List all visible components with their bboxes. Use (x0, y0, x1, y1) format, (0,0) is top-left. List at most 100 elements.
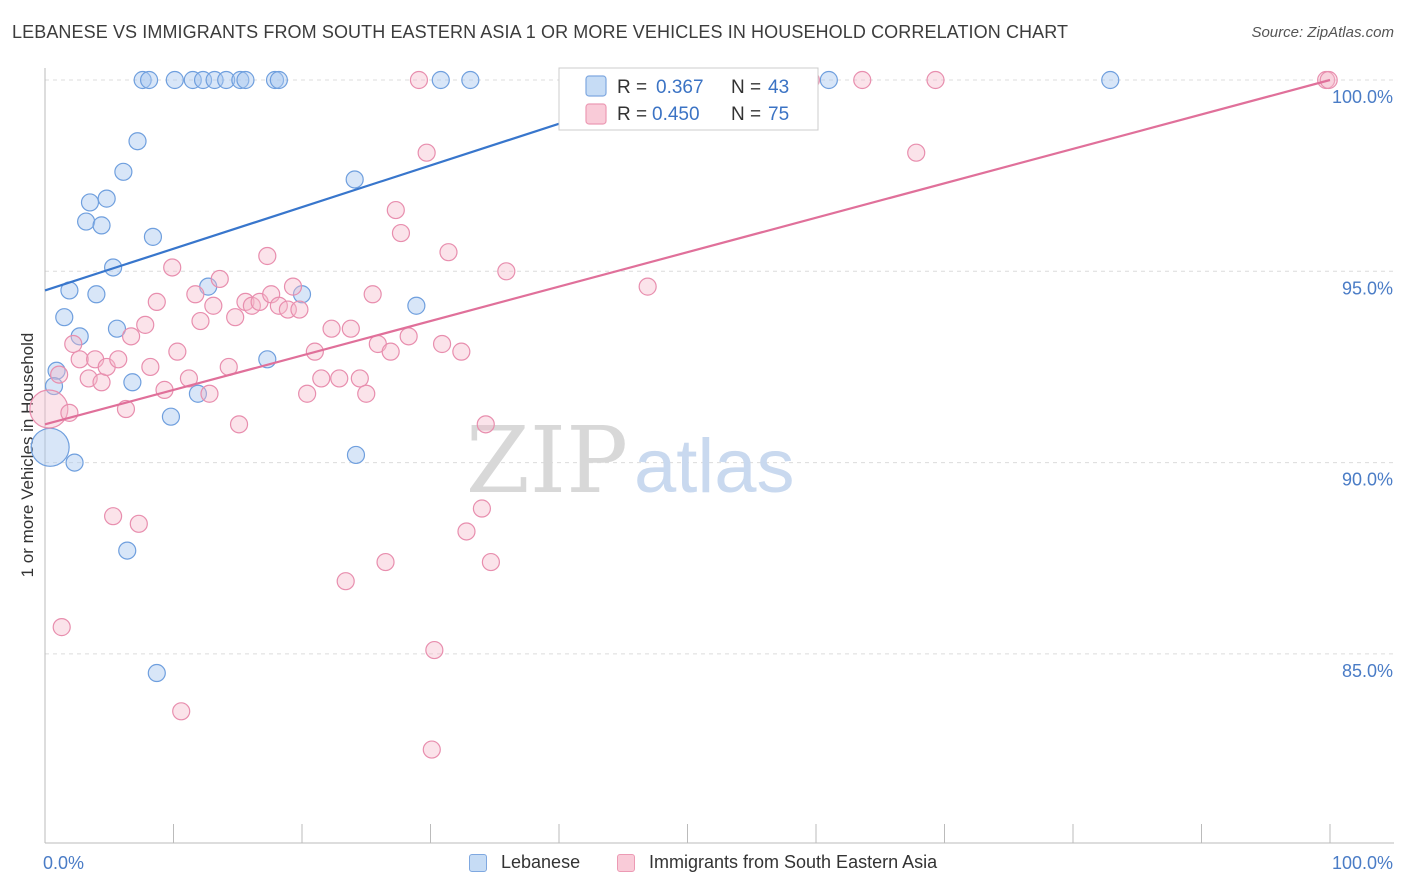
point-immigrants (330, 369, 349, 388)
point-immigrants (290, 300, 309, 319)
legend-swatch-lebanese-bottom (469, 853, 487, 872)
x-tick-label: 0.0% (43, 853, 84, 873)
point-lebanese (147, 663, 166, 683)
point-lebanese (346, 445, 366, 465)
legend-label-immigrants: Immigrants from South Eastern Asia (649, 852, 938, 872)
point-immigrants (399, 327, 418, 346)
point-immigrants (210, 269, 229, 289)
watermark-zip: ZIP (466, 407, 628, 514)
point-immigrants (52, 618, 71, 637)
point-immigrants (229, 415, 249, 434)
legend-r-label-lebanese: R = (617, 77, 647, 98)
point-immigrants (363, 285, 382, 304)
point-immigrants (481, 552, 500, 572)
legend: R = 0.367 N = 43 R = 0.450 N = 75 (558, 67, 819, 131)
point-immigrants (638, 277, 657, 296)
legend-swatch-lebanese (585, 75, 607, 97)
point-immigrants (452, 342, 471, 361)
point-immigrants (409, 70, 429, 90)
point-immigrants (186, 285, 205, 304)
point-immigrants (907, 143, 926, 162)
point-lebanese (97, 189, 116, 208)
point-immigrants (92, 373, 111, 392)
point-immigrants (50, 365, 69, 384)
point-immigrants (425, 640, 444, 660)
point-immigrants (283, 277, 303, 296)
point-immigrants (457, 522, 476, 541)
point-lebanese (217, 70, 236, 90)
point-lebanese (461, 70, 480, 90)
point-immigrants (226, 308, 245, 327)
point-lebanese (80, 193, 100, 212)
point-immigrants (258, 246, 277, 266)
point-lebanese (139, 70, 159, 90)
point-lebanese (236, 70, 255, 90)
point-lebanese (107, 319, 127, 338)
trend-line-immigrants (44, 78, 1331, 426)
point-immigrants (191, 311, 210, 331)
legend-swatch-immigrants (585, 103, 607, 125)
point-immigrants (147, 292, 166, 312)
trend-lines (44, 78, 1331, 426)
y-tick-label: 95.0% (1342, 278, 1393, 298)
x-tick-label: 100.0% (1332, 853, 1393, 873)
point-lebanese (183, 70, 202, 90)
point-immigrants (29, 389, 69, 429)
data-points (29, 70, 1338, 759)
point-immigrants (141, 357, 160, 377)
point-lebanese (819, 70, 838, 90)
legend-n-label-immigrants: N = (731, 104, 761, 125)
point-immigrants (200, 384, 219, 403)
point-immigrants (853, 70, 872, 90)
point-immigrants (322, 319, 341, 338)
point-immigrants (168, 342, 187, 361)
point-immigrants (312, 369, 331, 388)
point-immigrants (386, 200, 405, 220)
y-tick-label: 90.0% (1342, 470, 1393, 490)
point-immigrants (432, 334, 452, 354)
point-immigrants (497, 262, 516, 281)
legend-label-lebanese: Lebanese (501, 852, 581, 872)
point-immigrants (204, 296, 223, 315)
point-immigrants (350, 369, 369, 388)
legend-r-value-immigrants: 0.450 (652, 104, 700, 125)
point-immigrants (422, 740, 441, 759)
legend-item-immigrants: Immigrants from South Eastern Asia (617, 852, 937, 873)
point-immigrants (109, 350, 128, 369)
legend-r-label-immigrants: R = (617, 104, 647, 125)
point-immigrants (269, 296, 288, 315)
point-lebanese (114, 162, 133, 181)
point-lebanese (407, 296, 426, 315)
point-lebanese (143, 227, 163, 246)
point-lebanese (133, 70, 152, 90)
legend-item-lebanese: Lebanese (469, 852, 580, 873)
point-lebanese (30, 427, 70, 467)
y-tick-label: 100.0% (1332, 87, 1393, 107)
point-immigrants (172, 702, 191, 721)
point-immigrants (417, 143, 436, 162)
watermark-atlas: atlas (634, 424, 795, 509)
bottom-legend: Lebanese Immigrants from South Eastern A… (0, 852, 1406, 876)
watermark: ZIP atlas (466, 407, 795, 514)
point-immigrants (439, 243, 458, 262)
point-lebanese (345, 170, 364, 189)
point-lebanese (431, 70, 450, 90)
point-lebanese (118, 541, 137, 560)
point-lebanese (123, 373, 142, 392)
point-lebanese (231, 70, 250, 90)
point-immigrants (163, 258, 182, 277)
point-immigrants (179, 369, 199, 388)
point-lebanese (55, 308, 74, 327)
point-immigrants (70, 350, 89, 369)
point-lebanese (87, 285, 106, 304)
point-immigrants (472, 499, 491, 518)
point-immigrants (136, 315, 155, 334)
legend-swatch-immigrants-bottom (617, 853, 635, 872)
point-lebanese (269, 70, 288, 90)
point-immigrants (64, 334, 83, 354)
point-immigrants (129, 514, 148, 533)
point-immigrants (381, 342, 400, 361)
point-immigrants (357, 384, 376, 403)
point-immigrants (336, 572, 355, 591)
